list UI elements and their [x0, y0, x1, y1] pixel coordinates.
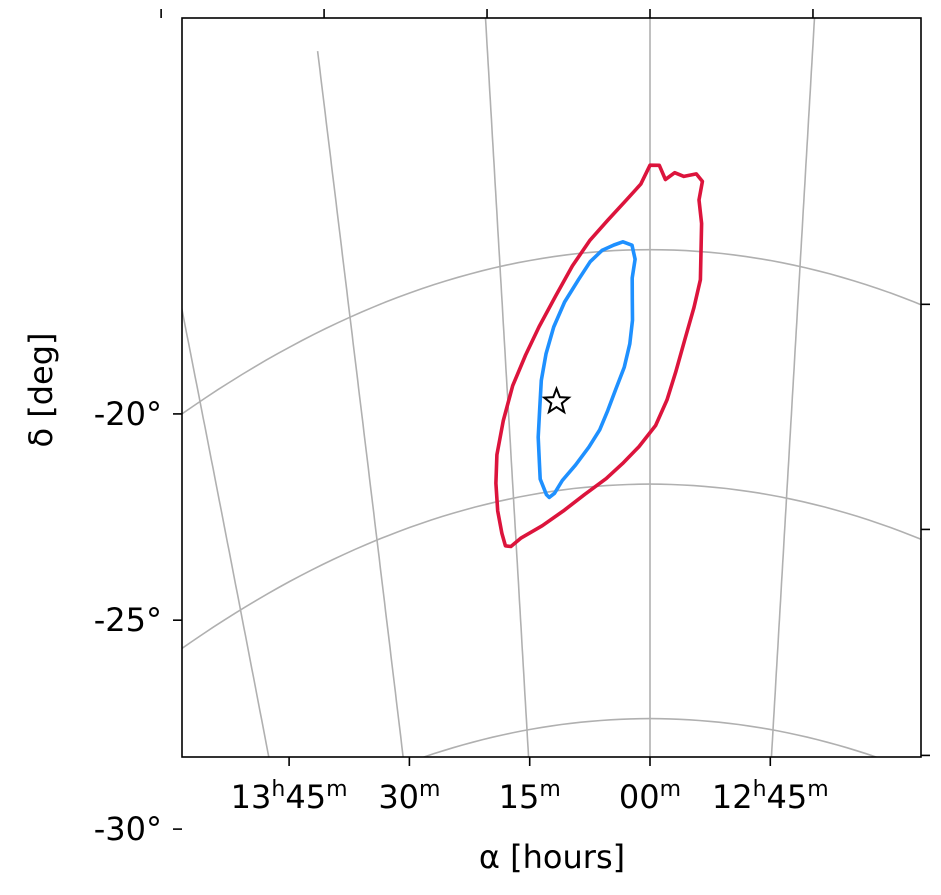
x-tick-labels: 13h45m 30m 15m 00m 12h45m: [231, 777, 829, 816]
ra-gridline: [182, 305, 270, 757]
star-marker-group: [541, 385, 572, 415]
x-axis-label: α [hours]: [479, 838, 625, 876]
ra-gridline: [770, 18, 816, 757]
x-tick-label: 30m: [378, 777, 440, 816]
tick-marks: [160, 9, 930, 830]
x-tick-label: 13h45m: [231, 777, 348, 816]
ra-gridline: [316, 51, 404, 757]
star-marker: [541, 385, 572, 415]
y-axis-label: δ [deg]: [22, 332, 60, 447]
plot-area: [182, 18, 921, 757]
y-tick-label: -20°: [94, 395, 162, 433]
y-tick-labels: -20° -25° -30°: [94, 395, 162, 848]
inner-contour: [536, 240, 637, 500]
plot-frame: [181, 17, 922, 758]
dec-gridline: [182, 248, 921, 415]
x-tick-label: 00m: [619, 777, 681, 816]
gridlines: [182, 18, 921, 757]
x-tick-label: 15m: [499, 777, 561, 816]
contour-series: [494, 163, 705, 549]
y-tick-label: -30°: [94, 810, 162, 848]
ra-gridline: [484, 18, 530, 757]
y-tick-label: -25°: [94, 601, 162, 639]
x-tick-label: 12h45m: [712, 777, 829, 816]
dec-gridline: [421, 717, 879, 757]
dec-gridline: [182, 483, 921, 650]
outer-contour: [494, 163, 705, 549]
